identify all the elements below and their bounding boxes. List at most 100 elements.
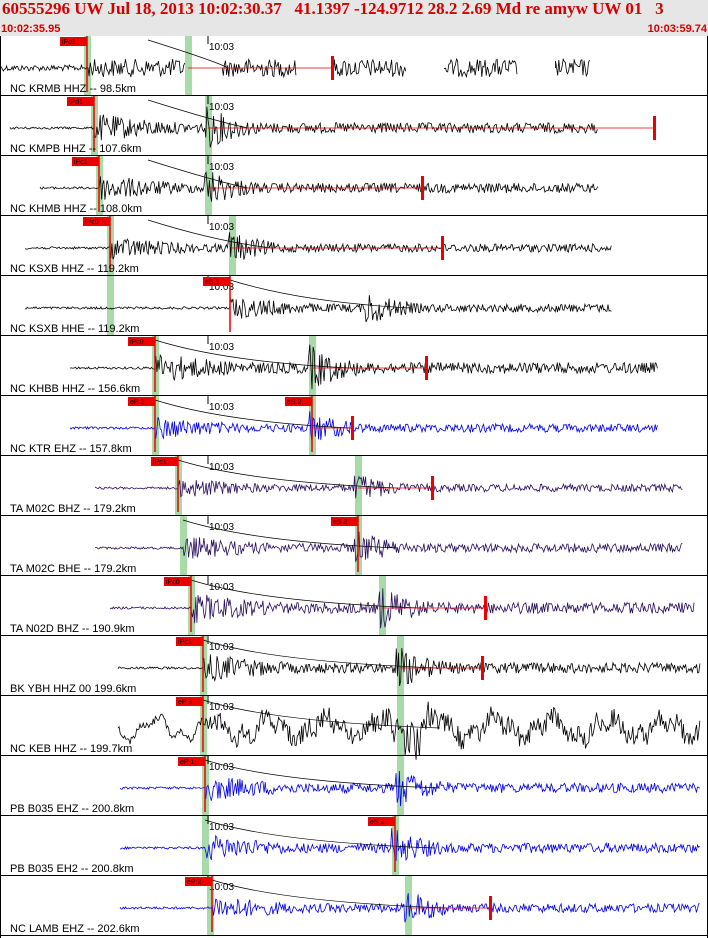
coda-marker — [425, 356, 428, 380]
p-pick-label: eP 1 — [180, 759, 194, 766]
station-label: TA N02D BHZ -- 190.9km — [10, 623, 135, 635]
travel-time-curve — [182, 519, 399, 549]
station-label: NC LAMB EHZ -- 202.6km — [10, 923, 140, 935]
channel-panel[interactable]: 10:03 eP 2 NC LAMB EHZ -- 202.6km — [0, 876, 708, 936]
p-pick-flag — [164, 577, 191, 586]
channel-panel[interactable]: 10:03 eP 1 PB B035 EHZ -- 200.8km — [0, 756, 708, 816]
station-label: NC KEB HHZ -- 199.7km — [10, 743, 132, 755]
station-label: NC KHMB HHZ -- 108.0km — [10, 203, 142, 215]
waveform — [117, 648, 701, 686]
phase-band — [202, 816, 209, 876]
p-pick-flag — [83, 217, 110, 226]
channel-panel[interactable]: 10:03 eS 2 PB B035 EH2 -- 200.8km — [0, 816, 708, 876]
station-label: NC KSXB HHZ -- 119.2km — [10, 263, 139, 275]
time-tick-label: 10:03 — [209, 822, 234, 833]
travel-time-curve — [202, 639, 441, 669]
phase-band — [107, 276, 114, 336]
p-pick-label: iPc0 — [85, 219, 99, 226]
s-pick-label: eS 2 — [333, 519, 348, 526]
s-pick-flag — [368, 817, 395, 826]
channel-panel[interactable]: 10:03 iPc1 NC KHMB HHZ -- 108.0km — [0, 156, 708, 216]
time-tick-label: 10:03 — [209, 342, 234, 353]
waveform — [24, 232, 612, 260]
channel-panel[interactable]: 10:03 iPc0 TA N02D BHZ -- 190.9km — [0, 576, 708, 636]
p-pick-label: iPc0 — [130, 339, 144, 346]
time-tick-label: 10:03 — [209, 762, 234, 773]
waveform — [24, 295, 612, 323]
coda-marker — [489, 896, 492, 920]
channel-panel[interactable]: 10:03 eS 2 TA M02C BHE -- 179.2km — [0, 516, 708, 576]
travel-time-curve — [202, 699, 441, 729]
station-label: PB B035 EHZ -- 200.8km — [10, 803, 134, 815]
p-pick-flag — [203, 277, 230, 286]
channel-panel[interactable]: 10:03 iPc1 BK YBH HHZ 00 199.6km — [0, 636, 708, 696]
travel-time-curve — [190, 579, 423, 609]
p-pick-flag — [151, 457, 178, 466]
p-pick-label: iPc0 — [166, 579, 180, 586]
time-tick-label: 10:03 — [209, 102, 234, 113]
waveform — [119, 828, 700, 862]
s-pick-flag — [285, 397, 312, 406]
p-pick-flag — [72, 157, 99, 166]
window-end-time: 10:03:59.74 — [647, 23, 707, 35]
channel-panel[interactable]: 10:03 eP 2 eS 2 NC KTR EHZ -- 157.8km — [0, 396, 708, 456]
coda-marker — [351, 416, 354, 440]
waveform — [69, 344, 658, 390]
time-tick-label: 10:03 — [209, 42, 234, 53]
travel-time-curve — [177, 459, 399, 489]
channel-panel[interactable]: 10:03 eP 2 NC KEB HHZ -- 199.7km — [0, 696, 708, 760]
station-label: TA M02C BHE -- 179.2km — [10, 563, 136, 575]
channel-panel[interactable]: 10:03 iPc1 NC KRMB HHZ -- 98.5km — [0, 36, 708, 96]
coda-marker — [331, 56, 334, 80]
waveform — [119, 770, 700, 807]
travel-time-curve — [147, 99, 249, 129]
coda-marker — [481, 656, 484, 680]
station-label: BK YBH HHZ 00 199.6km — [10, 683, 136, 695]
p-pick-label: iPc1 — [178, 639, 192, 646]
channel-panel[interactable]: 10:03 iPc0 NC KSXB HHZ -- 119.2km — [0, 216, 708, 276]
p-pick-flag — [176, 697, 203, 706]
p-pick-label: eP 2 — [130, 399, 144, 406]
p-pick-flag — [128, 397, 155, 406]
station-label: NC KHBB HHZ -- 156.6km — [10, 383, 140, 395]
channel-panel[interactable]: 10:03 iPd1 NC KMPB HHZ -- 107.6km — [0, 96, 708, 156]
time-tick-label: 10:03 — [209, 222, 234, 233]
time-tick-label: 10:03 — [209, 702, 234, 713]
phase-band — [229, 216, 236, 276]
p-pick-label: iPd1 — [69, 99, 83, 106]
time-tick-label: 10:03 — [209, 882, 234, 893]
phase-band — [180, 516, 187, 576]
coda-marker — [441, 236, 444, 260]
channel-panel[interactable]: 10:03 iPc1 TA M02C BHZ -- 179.2km — [0, 456, 708, 516]
station-label: NC KRMB HHZ -- 98.5km — [10, 83, 136, 95]
time-tick-label: 10:03 — [209, 462, 234, 473]
s-pick-flag — [331, 517, 358, 526]
travel-time-curve — [204, 759, 441, 789]
station-label: PB B035 EH2 -- 200.8km — [10, 863, 134, 875]
window-start-time: 10:02:35.95 — [1, 23, 61, 35]
waveform — [69, 411, 658, 443]
time-tick-label: 10:03 — [209, 522, 234, 533]
p-pick-flag — [185, 877, 212, 886]
waveform — [119, 893, 700, 923]
channel-panel[interactable]: 10:03 iPc0 NC KHBB HHZ -- 156.6km — [0, 336, 708, 396]
coda-marker — [431, 476, 434, 500]
seismogram-panels[interactable]: 10:03 iPc1 NC KRMB HHZ -- 98.5km 10:03 iPd1 N… — [0, 36, 708, 938]
p-pick-label: eS 1 — [205, 279, 220, 286]
p-pick-label: iPc1 — [153, 459, 167, 466]
station-label: NC KMPB HHZ -- 107.6km — [10, 143, 141, 155]
phase-band — [185, 36, 192, 96]
travel-time-curve — [229, 279, 411, 309]
travel-time-curve — [204, 819, 436, 849]
time-tick-label: 10:03 — [209, 582, 234, 593]
p-pick-flag — [176, 637, 203, 646]
p-pick-label: iPc1 — [62, 39, 76, 46]
waveform — [0, 57, 590, 79]
coda-marker — [421, 176, 424, 200]
coda-marker — [653, 116, 656, 140]
station-label: NC KSXB HHE -- 119.2km — [10, 323, 139, 335]
travel-time-curve — [154, 399, 353, 429]
phase-band — [205, 156, 212, 216]
p-pick-flag — [178, 757, 205, 766]
